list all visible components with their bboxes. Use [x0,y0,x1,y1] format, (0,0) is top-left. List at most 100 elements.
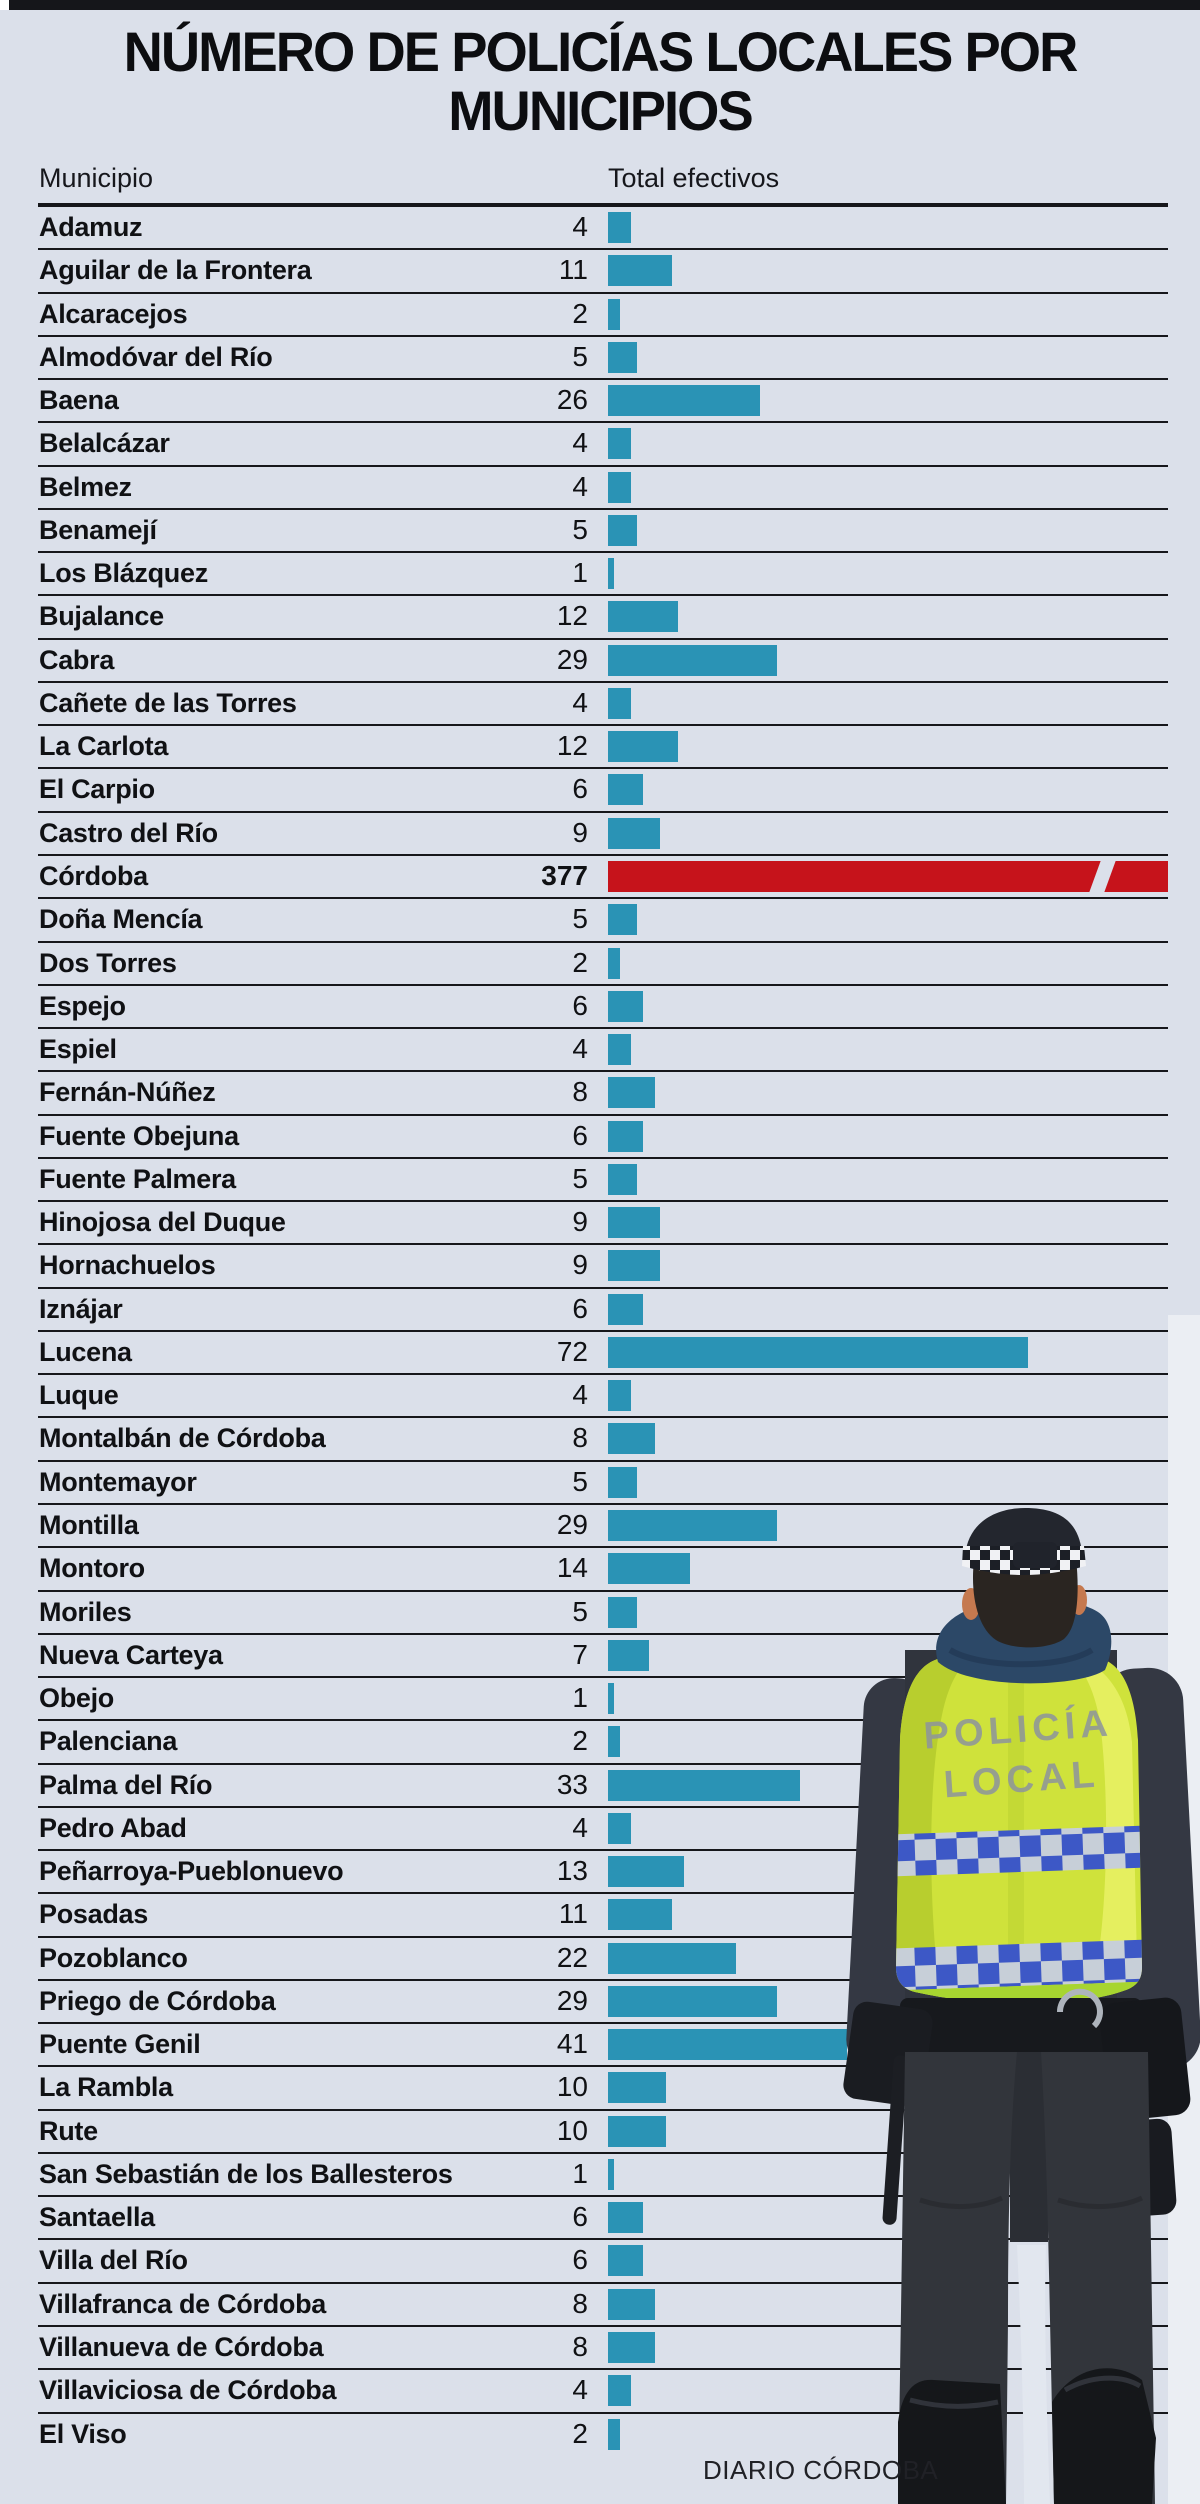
officer-cap [962,1508,1086,1575]
value-label: 8 [572,1076,588,1108]
municipality-label: Fuente Obejuna [39,1120,239,1151]
value-label: 5 [572,1162,588,1194]
value-label: 5 [572,903,588,935]
value-label: 4 [572,686,588,718]
table-row: Hornachuelos 9 [38,1245,1168,1289]
value-bar [608,1336,1028,1368]
table-row: Villa del Río 6 [38,2240,1168,2284]
value-bar [608,1034,631,1066]
value-label: 8 [572,2331,588,2363]
municipality-label: La Carlota [39,731,169,762]
value-bar [608,1769,800,1801]
value-label: 10 [556,2114,588,2146]
municipality-label: San Sebastián de los Ballesteros [39,2158,453,2189]
table-row: Fernán-Núñez 8 [38,1072,1168,1116]
table-row: Montilla 29 [38,1505,1168,1549]
table-row: Palma del Río 33 [38,1765,1168,1808]
value-label: 14 [556,1552,588,1584]
value-bar [608,2375,631,2407]
table-row: Villafranca de Córdoba 8 [38,2284,1168,2328]
value-bar [608,644,777,676]
value-bar [608,947,620,979]
table-row: Córdoba 377 [38,856,1168,900]
value-bar [608,687,631,719]
value-bar [608,731,678,763]
municipality-label: Villanueva de Córdoba [39,2332,324,2363]
table-row: El Viso 2 [38,2414,1168,2457]
value-label: 6 [572,1292,588,1324]
municipality-label: Montemayor [39,1466,197,1497]
column-headers: Municipio Total efectivos [38,163,1168,197]
value-label: 29 [556,643,588,675]
value-label: 5 [572,1465,588,1497]
value-label: 7 [572,1638,588,1670]
table-row: Montoro 14 [38,1548,1168,1592]
value-bar [608,558,614,590]
municipality-label: Belmez [39,471,132,502]
municipality-label: Moriles [39,1596,132,1627]
value-bar [608,1509,777,1541]
municipality-label: Castro del Río [39,817,218,848]
value-bar [608,1596,637,1628]
table-row: Alcaracejos 2 [38,294,1168,337]
table-row: Villaviciosa de Córdoba 4 [38,2370,1168,2414]
title-line-1: NÚMERO DE POLICÍAS LOCALES POR [123,20,1079,83]
table-row: La Carlota 12 [38,726,1168,770]
municipality-label: Rute [39,2115,98,2146]
value-label: 4 [572,2374,588,2406]
table-row: Benamejí 5 [38,510,1168,554]
officer-hair [972,1558,1078,1648]
value-label: 33 [556,1768,588,1800]
table-row: Puente Genil 41 [38,2024,1168,2068]
value-bar [608,1985,777,2017]
municipality-label: Benamejí [39,514,157,545]
table-row: Fuente Palmera 5 [38,1159,1168,1203]
municipality-label: Villafranca de Córdoba [39,2288,326,2319]
municipality-label: Puente Genil [39,2029,201,2060]
value-bar [608,1899,672,1931]
table-row: Doña Mencía 5 [38,899,1168,943]
value-bar [608,514,637,546]
municipality-label: Aguilar de la Frontera [39,255,312,286]
table-row: Aguilar de la Frontera 11 [38,250,1168,294]
column-header-total: Total efectivos [608,163,780,193]
value-bar [608,817,660,849]
table-row: Palenciana 2 [38,1721,1168,1765]
municipality-label: Pedro Abad [39,1812,187,1843]
table-row: Dos Torres 2 [38,943,1168,986]
municipality-label: Iznájar [39,1293,123,1324]
table-row: Castro del Río 9 [38,813,1168,856]
table-row: Obejo 1 [38,1678,1168,1722]
municipality-label: Dos Torres [39,947,177,978]
municipality-label: Villaviciosa de Córdoba [39,2375,337,2406]
scarf-fold [948,1647,1094,1668]
table-row: San Sebastián de los Ballesteros 1 [38,2154,1168,2198]
value-bar [608,1942,736,1974]
value-label: 9 [572,1206,588,1238]
value-label: 5 [572,340,588,372]
value-bar [608,1683,614,1715]
value-label: 11 [558,1898,588,1930]
municipality-label: Baena [39,385,119,416]
value-label: 9 [572,816,588,848]
table-row: Espiel 4 [38,1029,1168,1073]
value-label: 1 [572,1682,588,1714]
municipality-label: Lucena [39,1336,132,1367]
top-bar-notch [0,0,9,10]
value-bar [608,2158,614,2190]
table-row: Hinojosa del Duque 9 [38,1202,1168,1246]
municipality-label: Santaella [39,2202,155,2233]
value-label: 5 [572,1595,588,1627]
value-label: 5 [572,513,588,545]
value-label: 6 [572,989,588,1021]
municipality-label: Pozoblanco [39,1942,188,1973]
value-bar [608,2072,666,2104]
table-row: Peñarroya-Pueblonuevo 13 [38,1851,1168,1895]
table-row: El Carpio 6 [38,769,1168,813]
municipality-label: Bujalance [39,601,164,632]
value-bar [608,2288,655,2320]
municipality-label: Villa del Río [39,2245,188,2276]
table-row: Cabra 29 [38,640,1168,683]
value-label: 2 [572,1725,588,1757]
municipality-label: Almodóvar del Río [39,341,273,372]
